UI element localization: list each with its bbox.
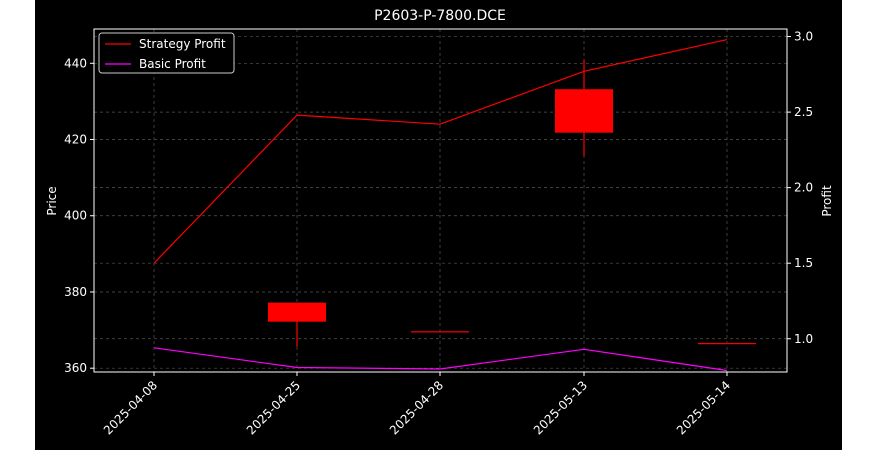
profit-lines [153,38,728,372]
y2-tick-label: 1.0 [794,332,813,346]
y2-tick-label: 2.5 [794,105,813,119]
y-axis-label: Price [45,186,59,215]
candle-body [698,343,756,345]
series-line [153,38,728,264]
y2-axis-label: Profit [820,185,834,217]
y-tick-label: 380 [64,285,87,299]
legend: Strategy Profit Basic Profit [98,32,235,74]
y-tick-label: 360 [64,361,87,375]
x-tick-label: 2025-04-08 [101,378,160,437]
x-tick-label: 2025-04-28 [387,378,446,437]
legend-label: Basic Profit [139,57,206,71]
grid-lines [94,29,787,372]
x-tick-label: 2025-05-14 [674,378,733,437]
y2-tick-label: 3.0 [794,30,813,44]
y2-tick-label: 2.0 [794,181,813,195]
candle-body [268,302,326,322]
chart-figure: P2603-P-7800.DCE 360 380 400 420 440 1.0 1.5 2… [35,0,842,450]
x-tick-label: 2025-05-13 [531,378,590,437]
candlesticks [268,59,756,347]
y2-tick-label: 1.5 [794,256,813,270]
y-tick-label: 400 [64,209,87,223]
series-line [153,347,728,372]
left-axis-ticks: 360 380 400 420 440 [64,56,94,375]
x-axis-ticks: 2025-04-08 2025-04-25 2025-04-28 2025-05-13… [101,372,733,437]
legend-label: Strategy Profit [139,37,226,51]
y-tick-label: 440 [64,56,87,70]
legend-box [98,32,235,74]
chart-svg: P2603-P-7800.DCE 360 380 400 420 440 1.0 1.5 2… [45,8,834,437]
chart-title: P2603-P-7800.DCE [374,8,506,24]
candle-body [411,331,469,333]
x-tick-label: 2025-04-25 [244,378,303,437]
y-tick-label: 420 [64,133,87,147]
right-axis-ticks: 1.0 1.5 2.0 2.5 3.0 [787,30,813,346]
plot-frame [93,28,788,373]
candle-body [555,89,613,133]
